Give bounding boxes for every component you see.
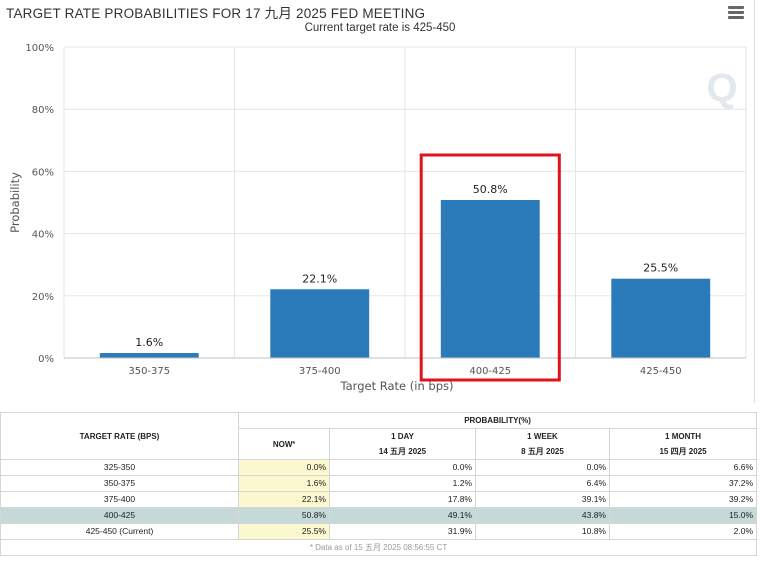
y-axis-label: Probability [8,172,22,233]
table-row: 325-350 0.0% 0.0% 0.0% 6.6% [0,459,758,476]
y-tick-label: 80% [32,105,54,116]
cell-1month: 2.0% [608,523,758,540]
x-tick-label: 400-425 [469,366,511,377]
table-row: 350-375 1.6% 1.2% 6.4% 37.2% [0,475,758,492]
watermark-logo: Q [706,66,737,110]
data-label: 22.1% [302,272,337,285]
bar-chart: Q 0% 20% 40% 60% 80% 100% 1.6% 350-375 22.1% 375-4… [8,43,747,393]
header-1day: 1 DAY 14 五月 2025 [329,428,476,460]
cell-1day: 17.8% [329,491,476,508]
cell-rate: 400-425 [0,507,239,524]
cell-now: 22.1% [238,491,330,508]
cell-1week: 6.4% [475,475,610,492]
chart-title: TARGET RATE PROBABILITIES FOR 17 九月 2025… [6,6,426,21]
table-note-row: * Data as of 15 五月 2025 08:56:55 CT [0,539,758,556]
bar [99,353,199,358]
cell-now: 50.8% [238,507,330,524]
cell-rate: 350-375 [0,475,239,492]
header-1month: 1 MONTH 15 四月 2025 [608,428,758,460]
data-label: 50.8% [473,183,508,196]
header-1week: 1 WEEK 8 五月 2025 [475,428,610,460]
cell-1day: 0.0% [329,459,476,476]
y-tick-label: 60% [32,167,54,178]
cell-1month: 39.2% [608,491,758,508]
hamburger-menu-icon[interactable] [728,6,744,20]
chart-panel: TARGET RATE PROBABILITIES FOR 17 九月 2025… [6,0,755,403]
cell-rate: 425-450 (Current) [0,523,239,540]
cell-now: 0.0% [238,459,330,476]
cell-1day: 1.2% [329,475,476,492]
data-label: 25.5% [643,262,678,275]
highlight-box [419,153,561,382]
table-row-highlighted: 400-425 50.8% 49.1% 43.8% 15.0% [0,507,758,524]
x-tick-label: 350-375 [128,366,170,377]
cell-1month: 15.0% [608,507,758,524]
cell-1month: 37.2% [608,475,758,492]
header-now: NOW* [238,428,330,460]
cell-now: 25.5% [238,523,330,540]
bar [611,278,711,358]
data-timestamp-note: * Data as of 15 五月 2025 08:56:55 CT [0,539,758,556]
cell-1week: 0.0% [475,459,610,476]
cell-1week: 43.8% [475,507,610,524]
y-tick-label: 20% [32,292,54,303]
cell-1month: 6.6% [608,459,758,476]
table-row: 375-400 22.1% 17.8% 39.1% 39.2% [0,491,758,508]
x-tick-label: 425-450 [640,366,682,377]
cell-now: 1.6% [238,475,330,492]
cell-rate: 325-350 [0,459,239,476]
y-tick-label: 100% [25,43,54,54]
panel-border [754,0,755,403]
bar [440,200,540,358]
chart-subtitle: Current target rate is 425-450 [304,22,456,34]
x-tick-label: 375-400 [299,366,341,377]
header-target-rate: TARGET RATE (BPS) [0,412,239,460]
bar [270,289,370,358]
cell-1day: 49.1% [329,507,476,524]
footnote-mark: * [292,440,296,448]
table-row: 425-450 (Current) 25.5% 31.9% 10.8% 2.0% [0,523,758,540]
probability-table: TARGET RATE (BPS) PROBABILITY(%) NOW* 1 … [0,412,758,556]
y-tick-label: 40% [32,230,54,241]
cell-1day: 31.9% [329,523,476,540]
cell-rate: 375-400 [0,491,239,508]
cell-1week: 10.8% [475,523,610,540]
probability-table-wrap: TARGET RATE (BPS) PROBABILITY(%) NOW* 1 … [0,412,758,556]
header-probability: PROBABILITY(%) [237,412,758,429]
cell-1week: 39.1% [475,491,610,508]
data-label: 1.6% [135,336,163,349]
x-axis-label: Target Rate (in bps) [340,379,454,393]
y-tick-label: 0% [38,354,54,365]
